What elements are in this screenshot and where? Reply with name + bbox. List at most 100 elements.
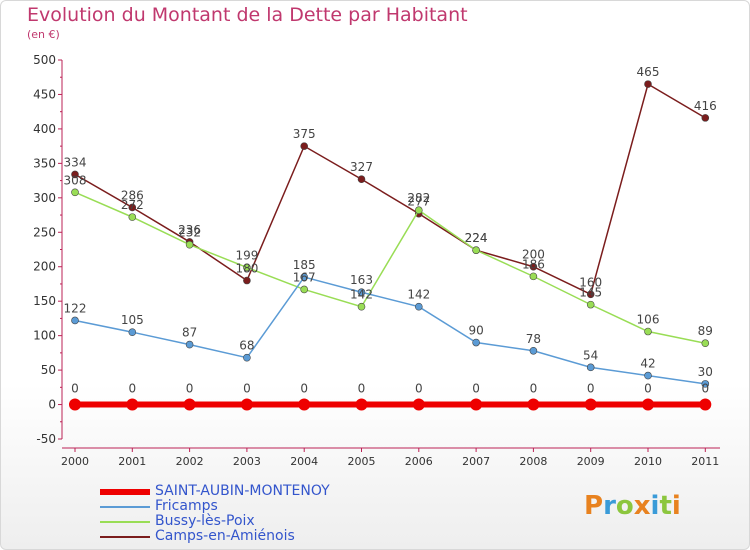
data-label: 232	[178, 226, 201, 240]
y-tick-label: 150	[33, 294, 56, 308]
data-label: 87	[182, 326, 197, 340]
data-point	[243, 263, 251, 272]
legend-label: SAINT-AUBIN-MONTENOY	[155, 483, 330, 499]
data-point	[529, 262, 538, 271]
x-tick-label: 2009	[577, 455, 605, 468]
data-point	[586, 363, 595, 372]
data-point	[183, 398, 196, 411]
data-point	[71, 316, 79, 325]
data-label: 0	[71, 382, 79, 396]
data-point	[300, 285, 309, 294]
data-label: 90	[468, 324, 483, 338]
data-label: 224	[465, 231, 488, 245]
data-label: 0	[644, 382, 652, 396]
y-tick-label: 300	[33, 191, 56, 205]
data-point	[357, 302, 366, 311]
data-label: 180	[235, 262, 258, 276]
data-point	[355, 398, 368, 411]
legend-label: Bussy-lès-Poix	[155, 513, 255, 529]
data-point	[185, 340, 194, 349]
data-point	[529, 272, 538, 281]
x-tick-label: 2011	[691, 455, 719, 468]
data-point	[298, 398, 311, 411]
data-label: 68	[239, 339, 254, 353]
x-tick-label: 2001	[118, 455, 146, 468]
logo-letter: x	[633, 491, 651, 521]
data-point	[701, 114, 710, 122]
y-tick-label: 350	[33, 156, 56, 170]
legend-label: Camps-en-Amiénois	[155, 528, 295, 544]
data-label: 286	[121, 188, 144, 202]
data-label: 42	[640, 357, 655, 371]
data-label: 465	[637, 65, 660, 79]
y-tick-label: 250	[33, 225, 56, 239]
legend-swatch-fricamps	[100, 506, 150, 508]
x-tick-label: 2002	[176, 455, 204, 468]
x-tick-label: 2004	[290, 455, 318, 468]
data-label: 0	[415, 382, 423, 396]
chart-title: Evolution du Montant de la Dette par Hab…	[27, 4, 468, 26]
data-point	[128, 203, 137, 212]
y-tick-label: 100	[33, 329, 56, 343]
data-label: 416	[694, 99, 717, 113]
data-point	[472, 338, 480, 347]
data-point	[470, 398, 483, 411]
data-point	[644, 371, 652, 380]
x-tick-label: 2010	[634, 455, 662, 468]
data-label: 272	[121, 198, 144, 212]
data-label: 142	[350, 288, 373, 302]
data-point	[644, 80, 652, 88]
data-label: 186	[522, 257, 545, 271]
logo-letter: i	[671, 491, 681, 521]
data-point	[243, 276, 251, 285]
data-label: 0	[358, 382, 366, 396]
data-point	[128, 328, 137, 336]
data-point	[300, 142, 309, 150]
data-point	[240, 398, 253, 411]
data-point	[69, 398, 81, 411]
data-label: 0	[186, 382, 194, 396]
data-label: 277	[407, 195, 430, 209]
data-label: 122	[64, 301, 87, 315]
y-tick-label: 500	[33, 53, 56, 67]
data-point	[529, 346, 538, 355]
data-point	[71, 188, 79, 197]
data-point	[128, 213, 137, 221]
data-label: 54	[583, 348, 598, 362]
y-tick-label: 200	[33, 260, 56, 274]
data-label: 199	[235, 248, 258, 262]
data-label: 105	[121, 313, 144, 327]
data-point	[701, 339, 710, 348]
data-label: 0	[300, 382, 308, 396]
data-label: 327	[350, 160, 373, 174]
data-label: 0	[587, 382, 595, 396]
data-label: 160	[579, 275, 602, 289]
logo-letter: t	[659, 491, 672, 521]
data-label: 334	[64, 155, 87, 169]
data-point	[701, 380, 710, 388]
y-tick-label: 450	[33, 87, 56, 101]
series-line-fricamps	[74, 276, 706, 385]
data-point	[586, 290, 595, 299]
legend-label: Fricamps	[155, 498, 218, 514]
x-tick-label: 2007	[462, 455, 490, 468]
data-point	[71, 170, 79, 179]
data-label: 200	[522, 248, 545, 262]
data-label: 89	[698, 324, 713, 338]
data-label: 167	[293, 270, 316, 284]
data-label: 163	[350, 273, 373, 287]
data-label: 30	[698, 365, 713, 379]
logo-letter: o	[615, 491, 634, 521]
data-label: 185	[293, 258, 316, 272]
data-label: 0	[243, 382, 251, 396]
data-label: 282	[407, 191, 430, 205]
unit-label: (en €)	[27, 28, 60, 41]
data-point	[357, 175, 366, 184]
x-tick-label: 2006	[405, 455, 433, 468]
legend-swatch-bussy	[100, 521, 150, 523]
data-point	[414, 302, 423, 311]
data-point	[357, 288, 366, 297]
logo-letter: r	[603, 491, 616, 521]
data-point	[527, 398, 540, 411]
